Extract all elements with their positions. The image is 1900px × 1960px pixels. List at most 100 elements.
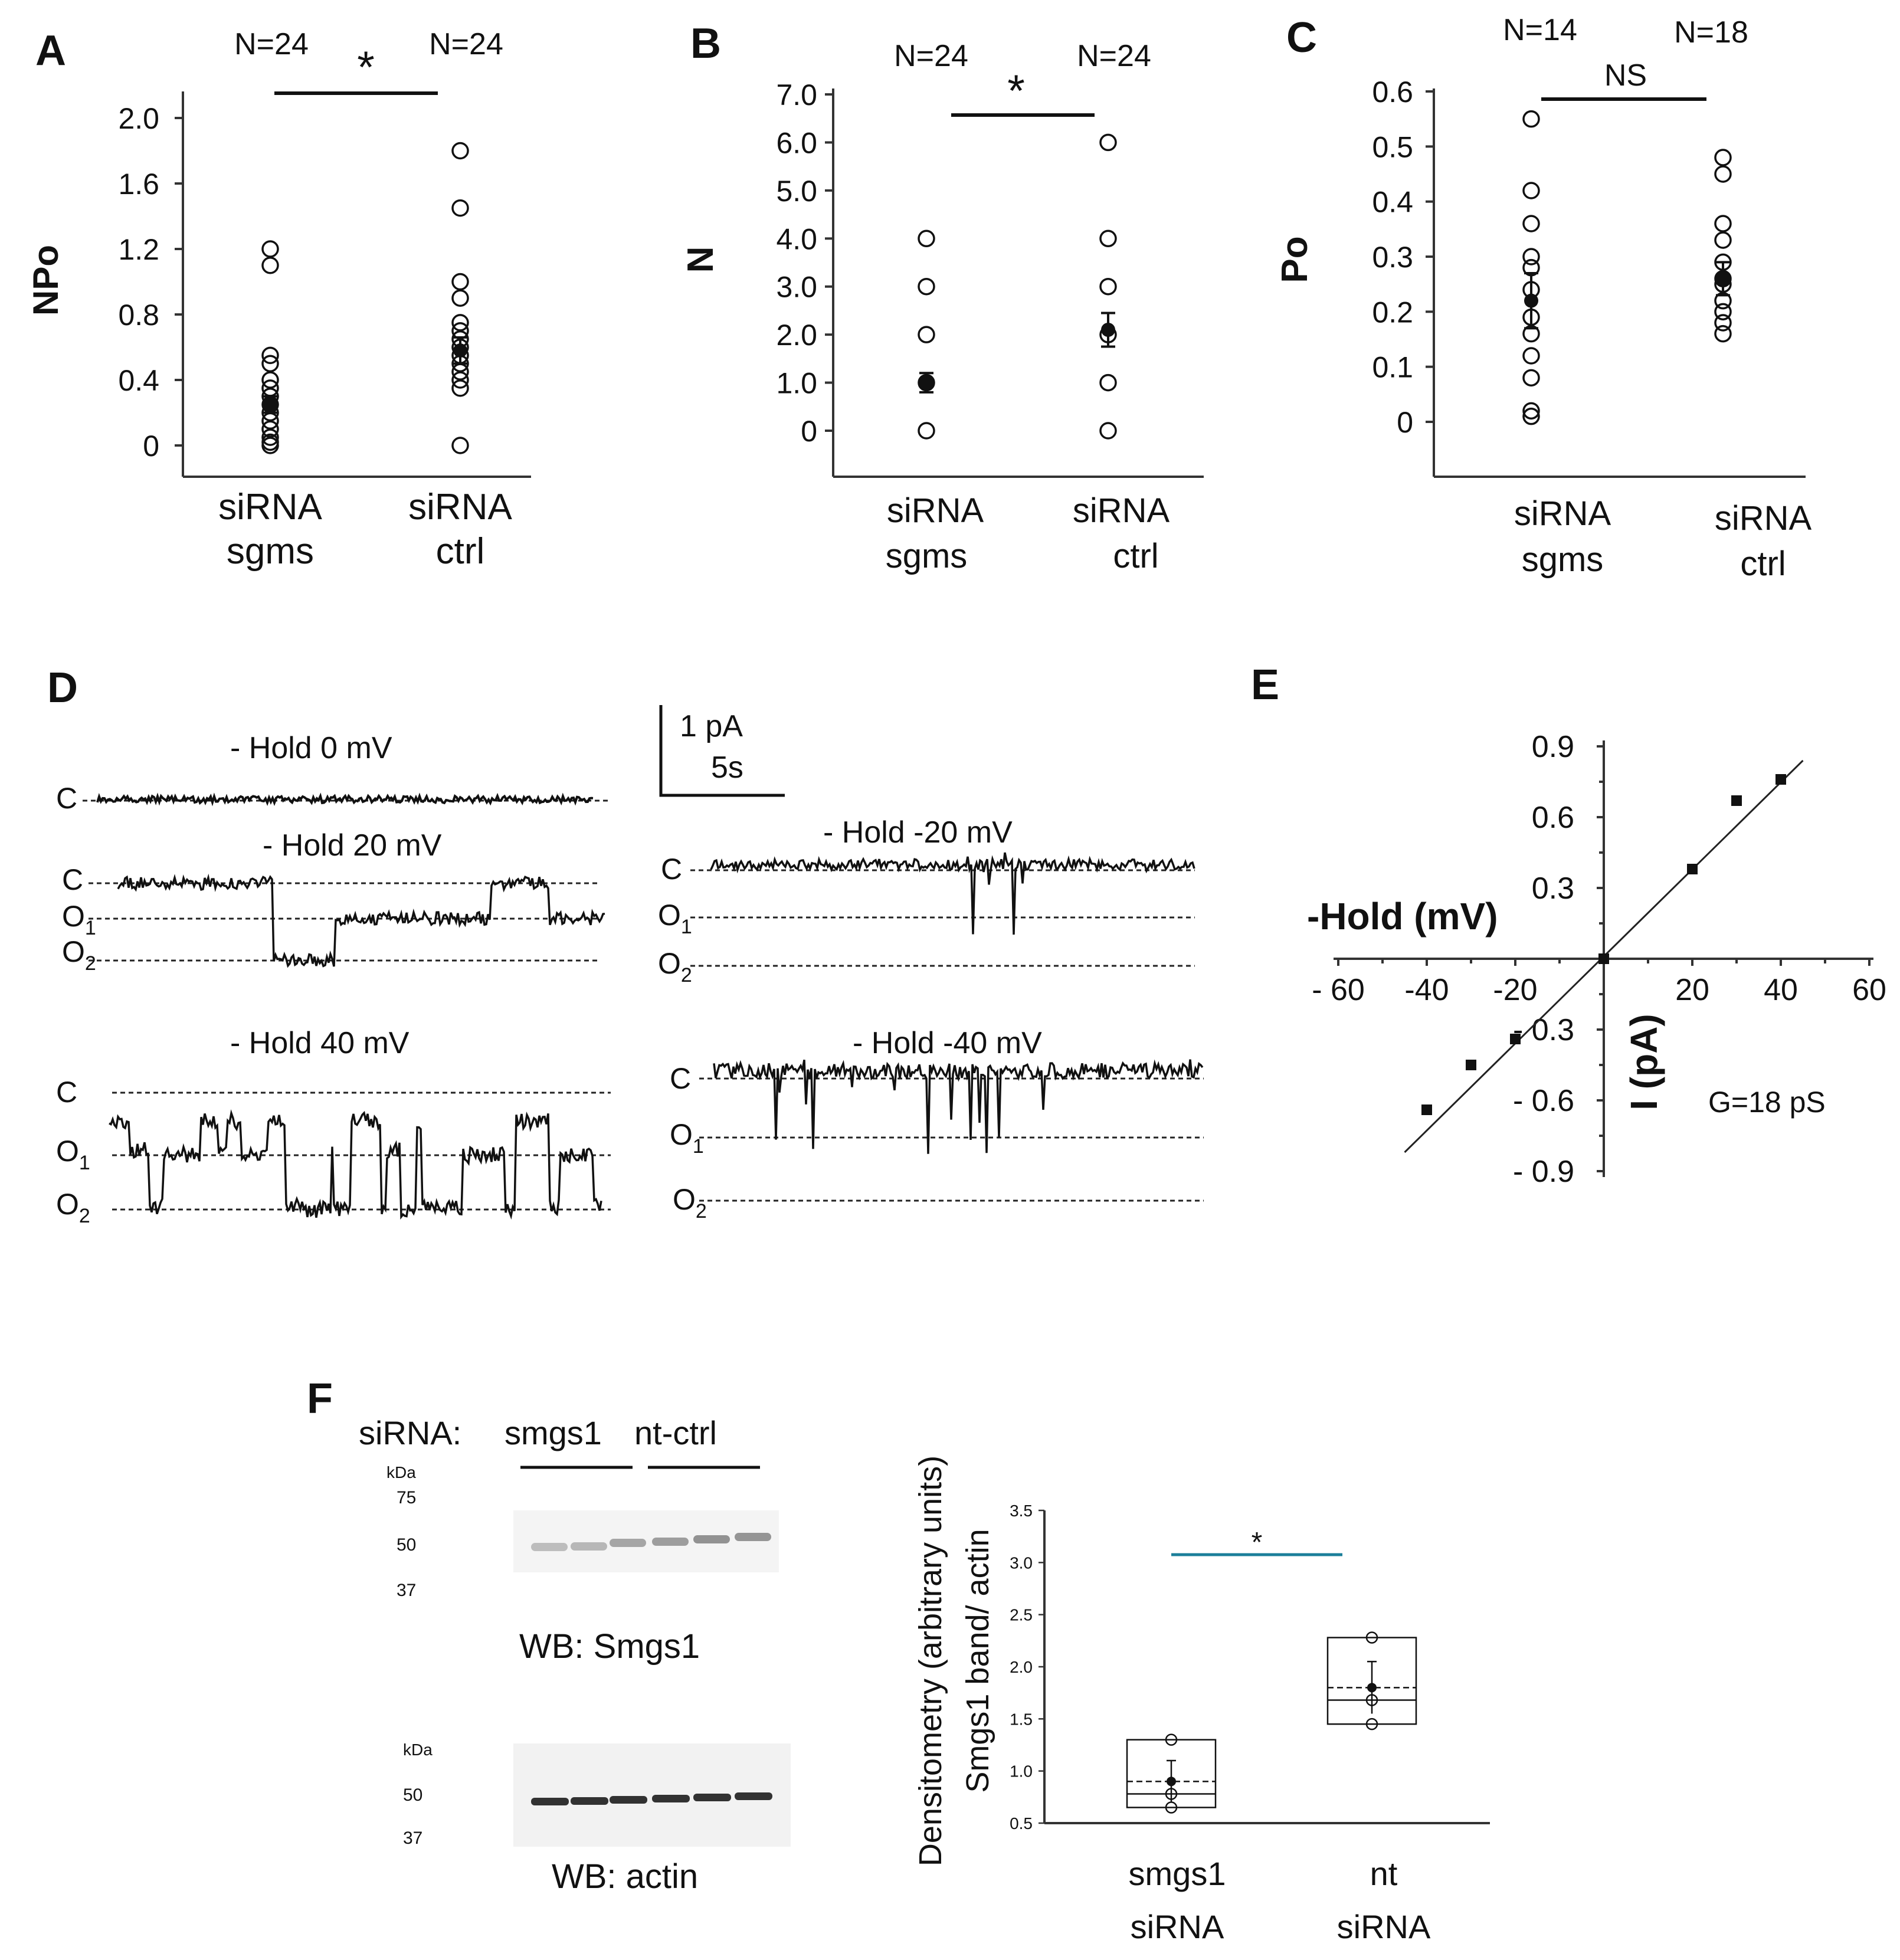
- scale-bar-time: 5s: [711, 750, 743, 785]
- panel-e-ytick-label-0: - 0.9: [1513, 1155, 1574, 1189]
- panel-b-group-2-point-1: [1099, 373, 1117, 392]
- panel-f-ytick-label-2: 1.5: [1010, 1710, 1033, 1728]
- panel-a-cat-1-line-1: siRNA: [218, 487, 322, 527]
- panel-b-yticks: 0 1.0 2.0 3.0 4.0 5.0 6.0 7.0: [776, 78, 833, 448]
- panel-e-point-0: [1421, 1104, 1432, 1115]
- trace-20mv-level-c: C: [62, 863, 83, 896]
- panel-f-cat-2-line-1: nt: [1370, 1855, 1398, 1892]
- panel-c-ylabel: Po: [1275, 236, 1315, 283]
- panel-f-sig-label: *: [1252, 1527, 1263, 1558]
- blot-1-marker-75: 75: [397, 1488, 416, 1507]
- panel-b-n-label-2: N=24: [1077, 39, 1151, 73]
- blot-1-band-4: [693, 1535, 730, 1543]
- panel-c-ytick-label-4: 0.4: [1372, 186, 1413, 219]
- panel-c-group-1-point-11: [1522, 110, 1540, 128]
- trace-m40mv-level-o1: O1: [670, 1118, 704, 1158]
- panel-d: 1 pA 5s - Hold 0 mV C - Hold 20 mV C O1 …: [56, 705, 1204, 1227]
- panel-a-ytick-label-3: 1.2: [118, 233, 159, 266]
- panel-e-ytick-label-1: - 0.6: [1513, 1084, 1574, 1118]
- panel-a-ytick-label-0: 0: [143, 430, 159, 463]
- panel-f-blot: siRNA: smgs1 nt-ctrl kDa 75 50 37 WB: Sm…: [359, 1414, 791, 1896]
- panel-e-xtick-label-4: 40: [1764, 973, 1798, 1007]
- panel-c-group-2-mean: [1716, 271, 1730, 286]
- panel-c: N=14 N=18 NS Po 0 0.1 0.2 0.3 0.4 0.5 0.6 siRN…: [1275, 13, 1811, 583]
- panel-e-ticks: - 60 -40 -20 20 40 60 - 0.9 - 0.6 - 0.3 0.3 0.6 0.9: [1312, 730, 1886, 1189]
- panel-f-yticks: 0.5 1.0 1.5 2.0 2.5 3.0 3.5: [1010, 1502, 1044, 1833]
- blot-1-marker-50: 50: [397, 1535, 416, 1555]
- blot-1-band-1: [571, 1542, 607, 1551]
- panel-a-group-2-point-9: [451, 314, 469, 332]
- panel-c-group-2-point-10: [1714, 149, 1732, 166]
- panel-f-ytick-label-1: 1.0: [1010, 1762, 1033, 1781]
- panel-letter-e: E: [1251, 661, 1279, 709]
- panel-c-group-2-point-1: [1714, 314, 1732, 332]
- panel-f-boxplot: Densitometry (arbitrary units) Smgs1 ban…: [913, 1456, 1490, 1945]
- panel-f-ytick-label-3: 2.0: [1010, 1658, 1033, 1676]
- blot-2-band-3: [652, 1795, 690, 1802]
- panel-e-annotation: G=18 pS: [1708, 1086, 1826, 1119]
- panel-f-box-1-point-0: [1165, 1801, 1178, 1814]
- panel-e-xtick-label-0: - 60: [1312, 973, 1365, 1007]
- panel-a-ytick-label-5: 2.0: [118, 102, 159, 135]
- panel-b-ytick-label-7: 7.0: [776, 78, 817, 112]
- panel-b-ylabel: N: [680, 247, 721, 273]
- panel-c-ytick-label-0: 0: [1397, 406, 1413, 439]
- panel-f-cat-2-line-2: siRNA: [1337, 1908, 1431, 1945]
- panel-f-box-1: [1126, 1739, 1217, 1808]
- panel-e-xlabel: -Hold (mV): [1307, 895, 1498, 938]
- panel-f-ytick-label-6: 3.5: [1010, 1502, 1033, 1520]
- panel-b-group-1-mean: [919, 375, 933, 390]
- panel-c-yticks: 0 0.1 0.2 0.3 0.4 0.5 0.6: [1372, 76, 1434, 439]
- panel-letter-d: D: [47, 664, 78, 712]
- panel-c-group-2-point-9: [1714, 165, 1732, 183]
- panel-c-ytick-label-1: 0.1: [1372, 351, 1413, 384]
- panel-a-group-2-point-0: [451, 437, 469, 454]
- panel-b-points: [918, 133, 1117, 440]
- panel-a-ytick-label-4: 1.6: [118, 168, 159, 201]
- panel-a-group-1-point-1: [261, 433, 279, 451]
- panel-f-ytick-label-4: 2.5: [1010, 1606, 1033, 1624]
- blot-1-kda: kDa: [386, 1463, 416, 1482]
- panel-e-xtick-label-3: 20: [1675, 973, 1709, 1007]
- trace-40mv-label: - Hold 40 mV: [230, 1026, 410, 1060]
- blot-2-caption: WB: actin: [552, 1857, 698, 1896]
- panel-a-group-1-point-12: [261, 257, 279, 274]
- panel-e-point-4: [1687, 864, 1698, 874]
- panel-b-ytick-label-4: 4.0: [776, 222, 817, 255]
- trace-0mv: [96, 792, 594, 807]
- panel-e: - 60 -40 -20 20 40 60 - 0.9 - 0.6 - 0.3 0.3 0.6 0.9…: [1307, 730, 1886, 1189]
- panel-a-group-2-point-10: [451, 289, 469, 307]
- panel-a-group-2-point-11: [451, 273, 469, 291]
- panel-f-box-1-point-2: [1165, 1733, 1178, 1746]
- blot-1-caption: WB: Smgs1: [519, 1627, 700, 1666]
- panel-a-ytick-label-2: 0.8: [118, 299, 159, 332]
- panel-e-ytick-label-5: 0.9: [1532, 730, 1574, 764]
- panel-c-cat-2-line-2: ctrl: [1740, 545, 1786, 583]
- scale-bar-current: 1 pA: [680, 709, 743, 743]
- panel-c-ytick-label-3: 0.3: [1372, 241, 1413, 274]
- panel-a-ylabel: NPo: [26, 245, 65, 316]
- panel-letter-c: C: [1286, 14, 1317, 61]
- panel-c-sig-label: NS: [1604, 58, 1647, 93]
- blot-2-band-2: [610, 1796, 647, 1804]
- panel-c-ytick-label-5: 0.5: [1372, 130, 1413, 163]
- panel-e-ytick-label-3: 0.3: [1532, 871, 1574, 906]
- blot-2-band-0: [531, 1798, 569, 1805]
- panel-b-ytick-label-2: 2.0: [776, 319, 817, 352]
- blot-1-band-3: [652, 1538, 689, 1546]
- panel-c-group-1-point-2: [1522, 369, 1540, 387]
- panel-c-group-2-point-7: [1714, 231, 1732, 249]
- panel-e-xtick-label-5: 60: [1852, 973, 1886, 1007]
- panel-c-cat-2-line-1: siRNA: [1715, 499, 1812, 537]
- panel-e-point-6: [1775, 774, 1786, 785]
- trace-40mv: [109, 1109, 602, 1220]
- scale-bar: [659, 705, 785, 797]
- panel-e-point-5: [1731, 795, 1742, 806]
- panel-b-group-1-point-2: [918, 326, 935, 343]
- panel-b-group-2-point-5: [1099, 133, 1117, 152]
- panel-a-ytick-label-1: 0.4: [118, 364, 159, 397]
- panel-f-box-2-point-0: [1365, 1718, 1378, 1730]
- trace-m40mv-label: - Hold -40 mV: [853, 1026, 1042, 1060]
- panel-c-group-1-point-1: [1522, 402, 1540, 420]
